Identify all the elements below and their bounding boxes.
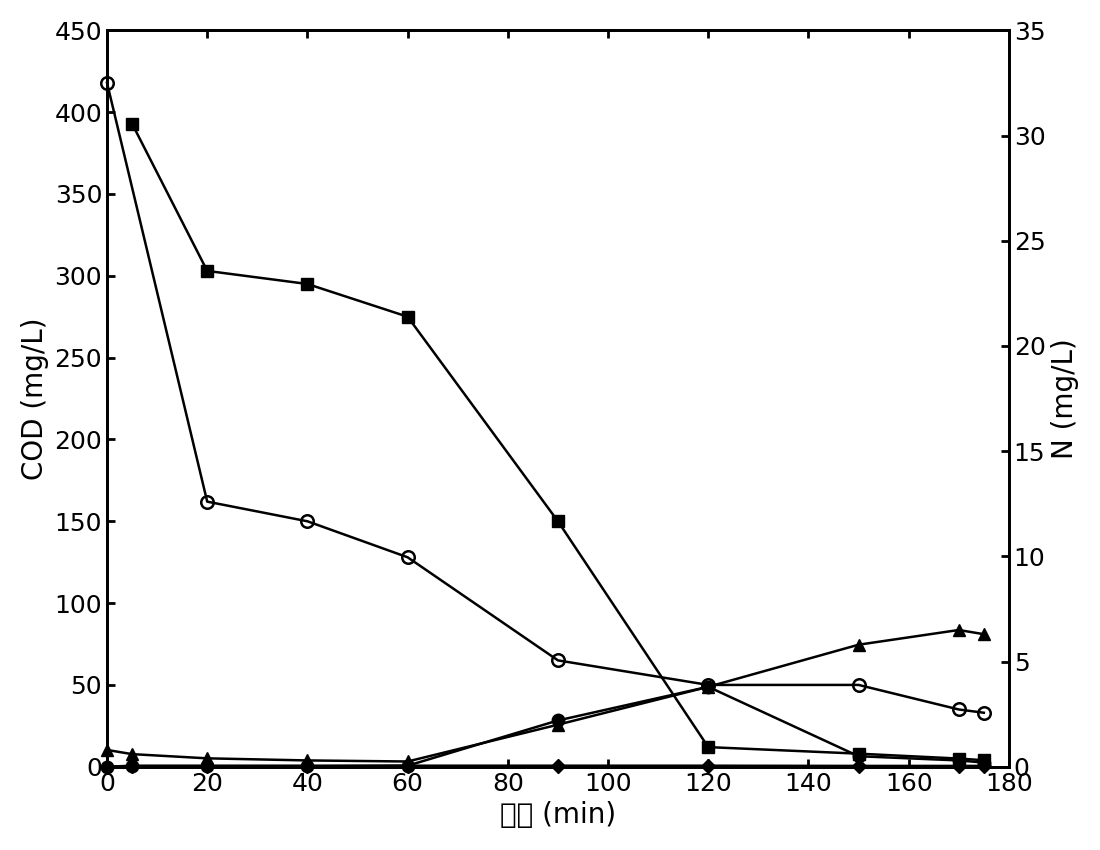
X-axis label: 时间 (min): 时间 (min)	[499, 802, 616, 829]
Y-axis label: N (mg/L): N (mg/L)	[1052, 338, 1079, 459]
Y-axis label: COD (mg/L): COD (mg/L)	[21, 317, 48, 479]
